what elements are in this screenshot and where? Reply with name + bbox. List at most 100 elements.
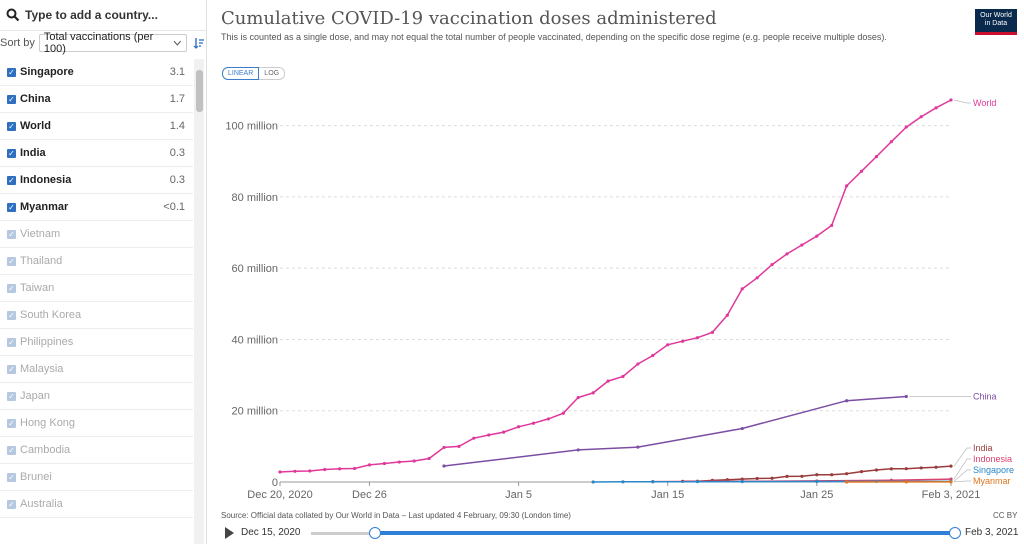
checkbox[interactable]: ✓ [7,472,16,482]
scrollbar-track[interactable] [194,59,204,544]
data-point-india [874,468,879,472]
y-tick-label: 60 million [232,263,278,275]
data-point-world [815,234,819,238]
x-tick-label: Dec 20, 2020 [247,489,312,501]
sort-label: Sort by [0,37,35,49]
country-name: Brunei [20,471,52,483]
country-row[interactable]: ✓ Indonesia 0.3 [0,167,193,194]
data-point-india [919,466,923,470]
country-row[interactable]: ✓ Cambodia [0,437,193,464]
data-point-world [546,417,550,421]
country-name: India [20,147,46,159]
data-point-world [367,463,372,467]
series-label-myanmar: Myanmar [973,476,1011,486]
data-point-world [740,287,744,291]
scale-toggle: LINEAR LOG [222,67,286,80]
data-point-world [919,115,923,119]
country-row[interactable]: ✓ Japan [0,383,193,410]
series-line-world [279,99,952,473]
play-icon[interactable] [225,527,234,539]
timeline-start-handle[interactable] [369,527,381,539]
data-point-singapore [591,480,595,484]
country-name: Japan [20,390,50,402]
checkbox[interactable]: ✓ [7,499,16,509]
license-link[interactable]: CC BY [993,511,1018,520]
data-point-world [472,436,476,440]
linear-scale-button[interactable]: LINEAR [222,67,260,80]
logo-line-1: Our World [980,12,1012,19]
checkbox[interactable]: ✓ [7,337,16,347]
checkbox[interactable]: ✓ [7,202,16,212]
data-point-china [576,448,580,452]
checkbox[interactable]: ✓ [7,256,16,266]
data-point-world [427,456,431,461]
data-point-world [412,459,416,463]
data-point-world [845,184,849,188]
country-row[interactable]: ✓ India 0.3 [0,140,193,167]
scrollbar-thumb[interactable] [196,70,203,112]
sort-select[interactable]: Total vaccinations (per 100) [38,31,187,55]
data-point-singapore [740,480,744,484]
checkbox[interactable]: ✓ [7,67,16,77]
country-row[interactable]: ✓ Singapore 3.1 [0,59,193,86]
country-row[interactable]: ✓ Taiwan [0,275,193,302]
data-point-world [502,430,506,434]
country-name: Vietnam [20,228,61,240]
log-scale-button[interactable]: LOG [259,67,286,80]
series-label-china: China [973,391,997,401]
data-point-world [800,243,804,247]
country-search-input[interactable]: Type to add a country... [0,0,206,31]
data-point-india [785,474,789,478]
data-point-world [725,313,729,317]
checkbox[interactable]: ✓ [7,175,16,185]
country-row[interactable]: ✓ Australia [0,491,193,518]
country-value: 1.4 [169,120,185,132]
data-point-world [770,263,774,267]
label-connector [953,469,971,482]
owid-logo[interactable]: Our World in Data [975,9,1017,35]
x-tick-label: Jan 15 [651,489,684,501]
data-point-world [666,343,670,347]
data-point-myanmar [904,480,908,484]
country-row[interactable]: ✓ South Korea [0,302,193,329]
timeline-start-label: Dec 15, 2020 [241,527,301,538]
data-point-indonesia [949,477,953,481]
sort-order-icon[interactable] [193,37,205,49]
data-point-world [785,252,789,256]
country-row[interactable]: ✓ World 1.4 [0,113,193,140]
country-row[interactable]: ✓ Thailand [0,248,193,275]
country-row[interactable]: ✓ Philippines [0,329,193,356]
country-row[interactable]: ✓ Myanmar <0.1 [0,194,193,221]
label-connector [953,458,971,480]
sort-row: Sort by Total vaccinations (per 100) [0,31,206,55]
data-point-india [949,464,953,468]
country-row[interactable]: ✓ Vietnam [0,221,193,248]
country-value: 0.3 [169,147,185,159]
checkbox[interactable]: ✓ [7,418,16,428]
checkbox[interactable]: ✓ [7,283,16,293]
country-row[interactable]: ✓ Hong Kong [0,410,193,437]
data-point-world [442,445,446,450]
checkbox[interactable]: ✓ [7,121,16,131]
data-point-india [889,467,893,471]
checkbox[interactable]: ✓ [7,310,16,320]
checkbox[interactable]: ✓ [7,148,16,158]
country-name: Singapore [20,66,74,78]
checkbox[interactable]: ✓ [7,229,16,239]
data-point-india [815,473,819,477]
label-connector [953,99,971,104]
checkbox[interactable]: ✓ [7,391,16,401]
country-row[interactable]: ✓ China 1.7 [0,86,193,113]
data-point-world [487,433,491,437]
country-row[interactable]: ✓ Brunei [0,464,193,491]
timeline-end-handle[interactable] [949,527,961,539]
country-selector-panel: Type to add a country... Sort by Total v… [0,0,207,544]
data-point-world [397,460,401,464]
data-point-myanmar [949,480,953,484]
data-point-india [934,465,938,469]
checkbox[interactable]: ✓ [7,445,16,455]
checkbox[interactable]: ✓ [7,94,16,104]
country-row[interactable]: ✓ Malaysia [0,356,193,383]
line-chart: 0 20 million 40 million 60 million 80 millio… [225,98,1014,501]
checkbox[interactable]: ✓ [7,364,16,374]
